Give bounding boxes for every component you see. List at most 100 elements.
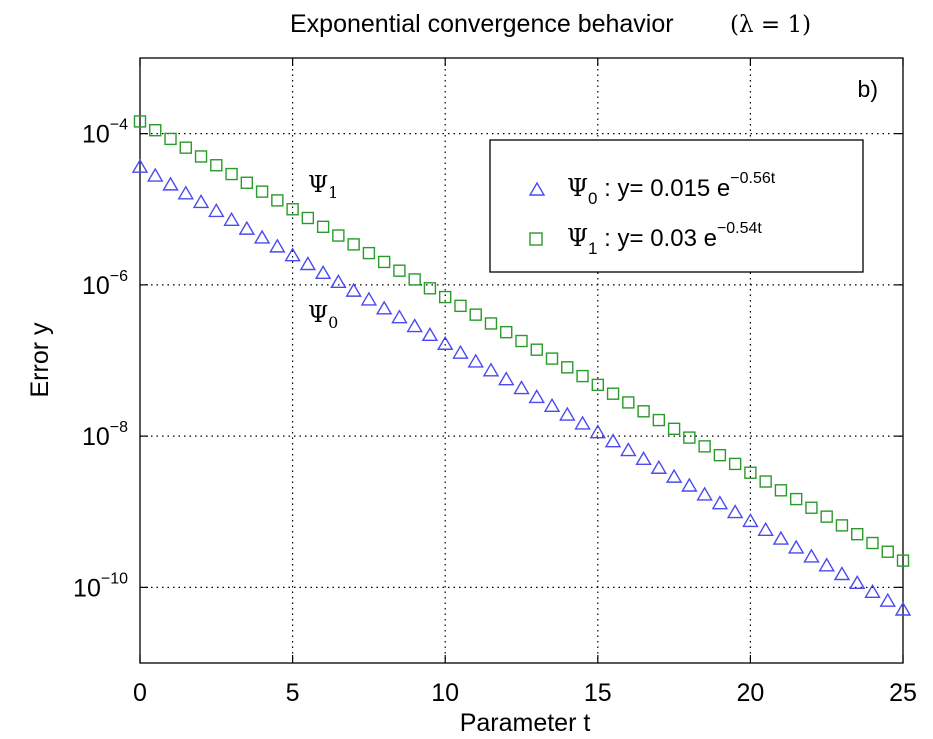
curve-annotations: Ψ1 Ψ0 <box>308 172 338 332</box>
data-point-triangle <box>360 291 378 306</box>
annotation-psi1: Ψ1 <box>308 172 338 202</box>
data-point-square <box>454 299 467 313</box>
y-tick-label-base: 10 <box>82 272 110 300</box>
data-point-square <box>728 457 742 471</box>
data-point-square <box>515 334 528 348</box>
axis-ticks <box>139 58 904 663</box>
legend: Ψ0 : y= 0.015 e−0.56t Ψ1 : y= 0.03 e−0.5… <box>489 139 864 273</box>
y-tick-label-exp: −10 <box>101 570 128 587</box>
data-point-triangle <box>208 203 225 218</box>
data-point-triangle <box>711 495 729 510</box>
data-point-triangle <box>330 273 347 289</box>
data-point-square <box>606 387 620 400</box>
data-point-square <box>240 176 254 189</box>
data-point-square <box>393 264 406 277</box>
chart-title-lambda: (λ = 1) <box>730 12 811 38</box>
data-point-triangle <box>467 353 484 368</box>
data-point-square <box>591 378 604 392</box>
data-point-triangle <box>833 566 851 581</box>
y-tick-label-exp: −6 <box>110 268 128 285</box>
data-point-triangle <box>513 380 530 395</box>
data-point-square <box>561 361 574 374</box>
data-point-triangle <box>589 424 607 439</box>
annotation-psi0-sub: 0 <box>328 313 338 332</box>
legend-marker-square <box>529 232 543 246</box>
data-point-square <box>851 527 864 541</box>
data-point-square <box>744 466 757 479</box>
data-point-triangle <box>375 300 393 315</box>
panel-label: b) <box>858 76 878 102</box>
series-triangle <box>131 158 912 616</box>
data-point-square <box>652 413 666 427</box>
data-point-triangle <box>162 176 179 191</box>
data-point-triangle <box>223 211 240 226</box>
x-tick-label: 15 <box>584 679 612 707</box>
data-point-triangle <box>406 318 423 333</box>
data-point-triangle <box>543 397 561 412</box>
data-point-square <box>774 484 788 497</box>
data-point-square <box>255 185 269 198</box>
data-point-triangle <box>787 539 805 554</box>
data-point-square <box>362 246 376 260</box>
data-point-square <box>545 352 559 365</box>
data-point-square <box>179 141 192 154</box>
y-tick-label-base: 10 <box>82 121 110 149</box>
legend-psi0-text: : y= 0.015 e <box>598 175 731 202</box>
data-point-triangle <box>650 459 668 474</box>
x-tick-labels: 0 5 10 15 20 25 <box>133 679 917 707</box>
data-point-triangle <box>421 326 439 342</box>
data-point-square <box>316 220 330 234</box>
data-point-triangle <box>803 548 820 563</box>
data-point-square <box>622 396 635 409</box>
data-point-triangle <box>879 592 896 607</box>
data-point-triangle <box>299 256 317 271</box>
data-point-triangle <box>696 486 713 501</box>
data-point-square <box>759 475 772 488</box>
legend-psi0-sup: −0.56t <box>730 170 775 187</box>
y-tick-label-base: 10 <box>73 574 101 602</box>
x-tick-label: 5 <box>286 679 300 707</box>
data-point-square <box>347 238 360 251</box>
data-point-triangle <box>757 521 774 536</box>
data-point-square <box>225 167 238 181</box>
data-point-square <box>789 492 803 506</box>
legend-psi0-symbol: Ψ <box>567 174 588 202</box>
data-point-square <box>637 405 650 418</box>
grid <box>140 58 903 663</box>
data-point-square <box>576 369 589 383</box>
y-tick-label-exp: −8 <box>110 419 128 436</box>
data-point-square <box>500 325 513 339</box>
plot-frame <box>139 57 904 664</box>
data-point-square <box>484 317 498 330</box>
data-point-square <box>164 132 177 146</box>
data-point-triangle <box>559 406 576 421</box>
data-point-square <box>439 290 452 304</box>
data-point-square <box>301 211 315 225</box>
data-point-triangle <box>849 574 866 590</box>
data-point-square <box>332 229 345 242</box>
data-point-triangle <box>894 601 912 616</box>
data-point-triangle <box>147 167 164 182</box>
data-point-square <box>896 554 910 567</box>
data-point-square <box>713 448 727 462</box>
annotation-psi0-symbol: Ψ <box>308 302 328 328</box>
data-point-triangle <box>482 362 500 377</box>
x-tick-label: 25 <box>889 679 917 707</box>
data-point-triangle <box>391 309 408 324</box>
chart-title: Exponential convergence behavior (λ = 1) <box>290 10 811 38</box>
data-point-triangle <box>681 477 698 492</box>
y-tick-label-base: 10 <box>82 423 110 451</box>
y-tick-label: 10−8 <box>82 419 128 451</box>
y-tick-label-exp: −4 <box>110 117 128 134</box>
data-point-triangle <box>452 344 469 359</box>
data-point-triangle <box>436 335 454 350</box>
data-point-triangle <box>238 220 256 235</box>
data-point-triangle <box>269 238 286 253</box>
data-point-triangle <box>864 583 881 598</box>
data-point-triangle <box>253 229 271 244</box>
legend-psi0-sub: 0 <box>588 189 597 208</box>
legend-entry-psi1: Ψ1 : y= 0.03 e−0.54t <box>529 220 762 258</box>
data-series <box>131 115 912 616</box>
